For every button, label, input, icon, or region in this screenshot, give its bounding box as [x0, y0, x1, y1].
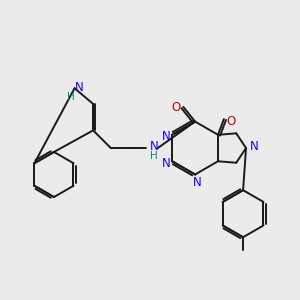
Text: N: N [162, 130, 171, 143]
Text: O: O [226, 115, 236, 128]
Text: N: N [193, 176, 201, 189]
Text: N: N [75, 81, 84, 94]
Text: H: H [150, 151, 158, 161]
Text: N: N [149, 140, 158, 153]
Text: N: N [162, 157, 171, 170]
Text: H: H [67, 92, 74, 102]
Text: N: N [250, 140, 258, 153]
Text: O: O [172, 101, 181, 114]
